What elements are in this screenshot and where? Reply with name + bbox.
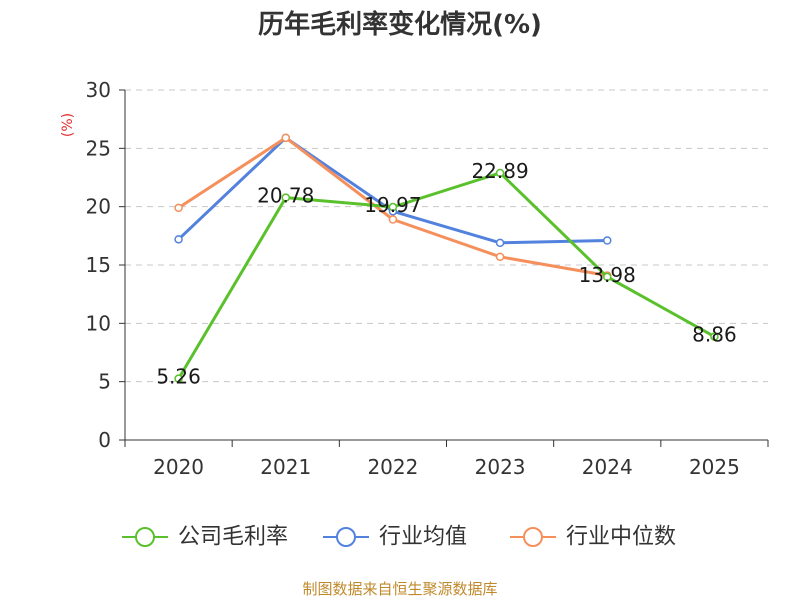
y-tick-label: 15 — [86, 253, 111, 277]
x-tick-label: 2023 — [475, 455, 526, 479]
data-label: 22.89 — [471, 159, 528, 183]
series-point-2 — [495, 252, 505, 262]
data-label: 5.26 — [156, 365, 201, 389]
gridlines — [125, 89, 768, 383]
series-point-0 — [710, 332, 719, 341]
series-point-0 — [281, 193, 290, 202]
series-point-0 — [174, 374, 183, 383]
legend-label: 行业中位数 — [566, 525, 676, 550]
y-tick-label: 25 — [86, 136, 111, 160]
source-footnote: 制图数据来自恒生聚源数据库 — [302, 580, 498, 598]
y-tick-label: 20 — [86, 195, 111, 219]
y-tick-label: 30 — [86, 78, 111, 102]
series-point-1 — [174, 235, 183, 244]
series-point-2 — [388, 215, 398, 224]
x-tick-label: 2022 — [367, 455, 418, 479]
series-point-0 — [603, 272, 612, 282]
legend-swatch-marker — [135, 527, 155, 547]
legend: 公司毛利率 行业均值 行业中位数 — [122, 525, 676, 550]
legend-label: 行业均值 — [379, 525, 467, 550]
data-label: 13.98 — [579, 263, 636, 287]
y-tick-label: 10 — [86, 311, 111, 335]
series-point-1 — [495, 238, 505, 248]
x-tick-label: 2021 — [260, 455, 311, 479]
chart-title: 历年毛利率变化情况(%) — [258, 10, 542, 40]
series-line-1 — [177, 136, 608, 245]
data-label: 19.97 — [364, 193, 421, 217]
x-tick-label: 2024 — [582, 455, 633, 479]
data-label: 8.86 — [692, 323, 737, 347]
series-point-2 — [174, 203, 183, 213]
series-point-2 — [281, 133, 290, 143]
legend-swatch-marker — [523, 527, 543, 547]
series-line-0 — [177, 171, 716, 380]
legend-swatch-marker — [336, 527, 356, 547]
series-point-1 — [603, 236, 612, 245]
series-point-0 — [388, 202, 398, 212]
series-lines — [174, 133, 719, 383]
data-label: 20.78 — [257, 184, 314, 208]
data-labels: 5.26 20.78 19.97 22.89 13.98 8.86 — [156, 159, 736, 389]
y-tick-label: 0 — [98, 428, 111, 452]
x-tick-label: 2025 — [689, 455, 740, 479]
y-axis-label: (%) — [60, 113, 76, 137]
y-tick-label: 5 — [98, 370, 111, 394]
x-tick-label: 2020 — [153, 455, 204, 479]
legend-label: 公司毛利率 — [178, 525, 288, 550]
series-point-0 — [495, 168, 505, 178]
